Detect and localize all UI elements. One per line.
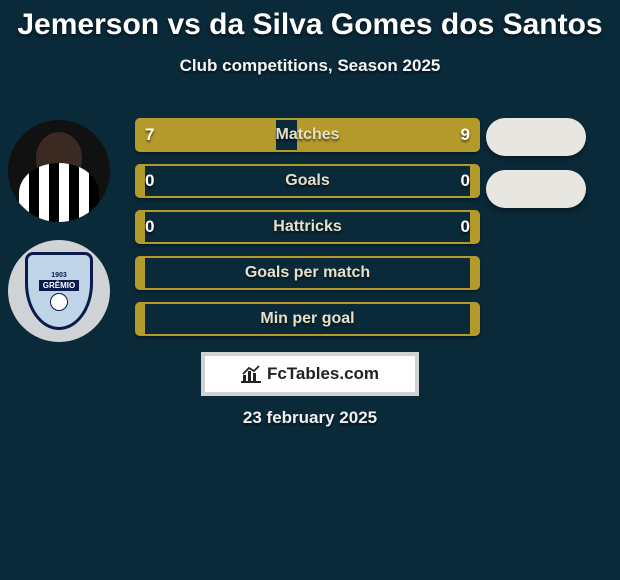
bar-left-fill — [135, 118, 276, 152]
bar-right-fill — [470, 256, 480, 290]
bar-left-fill — [135, 302, 145, 336]
bar-label: Matches — [275, 126, 339, 144]
bar-left-fill — [135, 210, 145, 244]
bar-right-value: 0 — [461, 171, 470, 191]
player1-jersey — [19, 163, 99, 222]
page-title: Jemerson vs da Silva Gomes dos Santos — [0, 0, 620, 42]
pill-1 — [486, 118, 586, 156]
bar-label: Goals per match — [245, 264, 370, 282]
site-logo[interactable]: FcTables.com — [201, 352, 419, 396]
left-avatar-column: 1903 GRÊMIO — [8, 120, 118, 360]
pill-2 — [486, 170, 586, 208]
bar-label: Goals — [285, 172, 329, 190]
right-pill-column — [486, 118, 602, 222]
bar-right-value: 9 — [461, 125, 470, 145]
club-ball-icon — [50, 293, 68, 311]
club-year: 1903 — [51, 272, 67, 279]
bar-left-fill — [135, 164, 145, 198]
player1-avatar — [8, 120, 110, 222]
site-logo-text: FcTables.com — [267, 364, 379, 384]
bar-label: Hattricks — [273, 218, 341, 236]
chart-icon — [241, 365, 261, 383]
subtitle: Club competitions, Season 2025 — [0, 56, 620, 76]
bar-left-value: 0 — [145, 171, 154, 191]
player2-avatar: 1903 GRÊMIO — [8, 240, 110, 342]
stat-row-goals-per-match: Goals per match — [135, 256, 480, 290]
bar-label: Min per goal — [260, 310, 354, 328]
bar-left-value: 7 — [145, 125, 154, 145]
bar-right-fill — [470, 210, 480, 244]
stat-row-hattricks: 0 0 Hattricks — [135, 210, 480, 244]
stats-bars: 7 9 Matches 0 0 Goals 0 0 Hattricks Goals per mat… — [135, 118, 480, 348]
bar-right-fill — [470, 302, 480, 336]
bar-right-fill — [470, 164, 480, 198]
bar-right-value: 0 — [461, 217, 470, 237]
stat-row-matches: 7 9 Matches — [135, 118, 480, 152]
date-text: 23 february 2025 — [243, 408, 377, 428]
club-badge: 1903 GRÊMIO — [25, 252, 93, 330]
stat-row-goals: 0 0 Goals — [135, 164, 480, 198]
stat-row-min-per-goal: Min per goal — [135, 302, 480, 336]
bar-left-value: 0 — [145, 217, 154, 237]
bar-left-fill — [135, 256, 145, 290]
club-name: GRÊMIO — [39, 280, 79, 291]
